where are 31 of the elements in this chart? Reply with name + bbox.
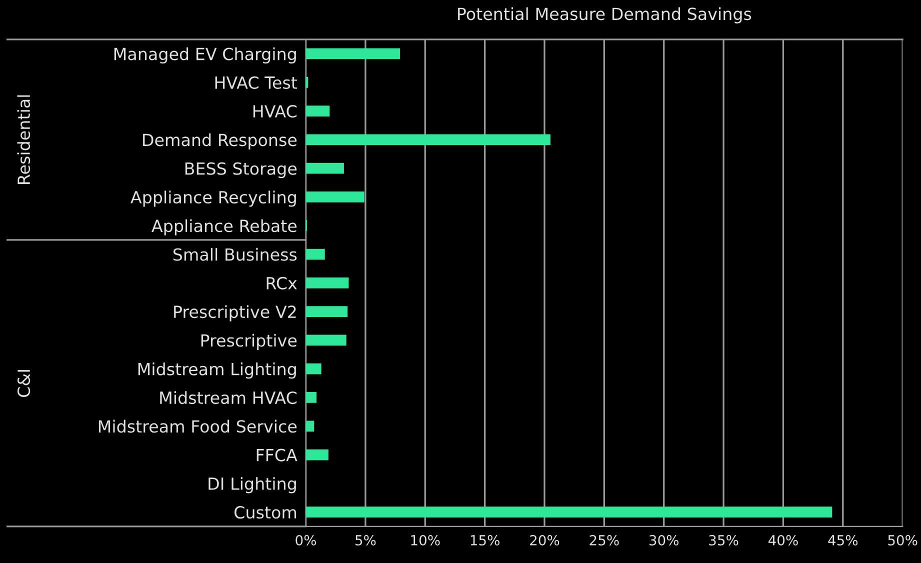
y-tick-label: FFCA xyxy=(256,448,298,462)
y-tick-label: Prescriptive V2 xyxy=(174,305,296,322)
x-tick-label: 15% xyxy=(470,534,500,546)
y-tick-label: Midstream Food Service xyxy=(98,420,297,433)
x-tick-label: 0% xyxy=(296,534,316,546)
y-tick-label: RCx xyxy=(266,276,297,290)
y-tick-label: Prescriptive xyxy=(201,334,297,350)
text: Residential xyxy=(17,95,30,184)
y-tick-label: HVAC xyxy=(253,104,297,118)
x-tick-label: 30% xyxy=(649,534,679,546)
x-tick-label: 45% xyxy=(828,534,858,546)
y-tick-label: BESS Storage xyxy=(185,162,297,178)
y-tick-label: HVAC Test xyxy=(215,76,298,89)
x-tick-label: 20% xyxy=(530,534,560,546)
x-tick-label: 40% xyxy=(768,534,798,546)
x-tick-label: 35% xyxy=(709,534,738,546)
y-tick-label: Small Business xyxy=(173,248,297,261)
chart-title: Potential Measure Demand Savings xyxy=(458,7,752,24)
text: C&I xyxy=(18,370,30,398)
y-tick-label: DI Lighting xyxy=(208,477,296,494)
x-tick-label: 10% xyxy=(411,534,440,546)
y-tick-label: Custom xyxy=(234,506,296,519)
y-tick-label: Appliance Recycling xyxy=(130,190,296,207)
x-tick-label: 50% xyxy=(888,534,918,546)
x-tick-label: 25% xyxy=(590,534,619,546)
y-tick-label: Appliance Rebate xyxy=(152,219,297,236)
y-tick-label: Managed EV Charging xyxy=(114,47,296,64)
x-tick-label: 5% xyxy=(356,534,376,546)
y-tick-label: Demand Response xyxy=(143,133,297,150)
y-tick-label: Midstream HVAC xyxy=(160,391,297,404)
y-tick-label: Midstream Lighting xyxy=(138,362,296,379)
